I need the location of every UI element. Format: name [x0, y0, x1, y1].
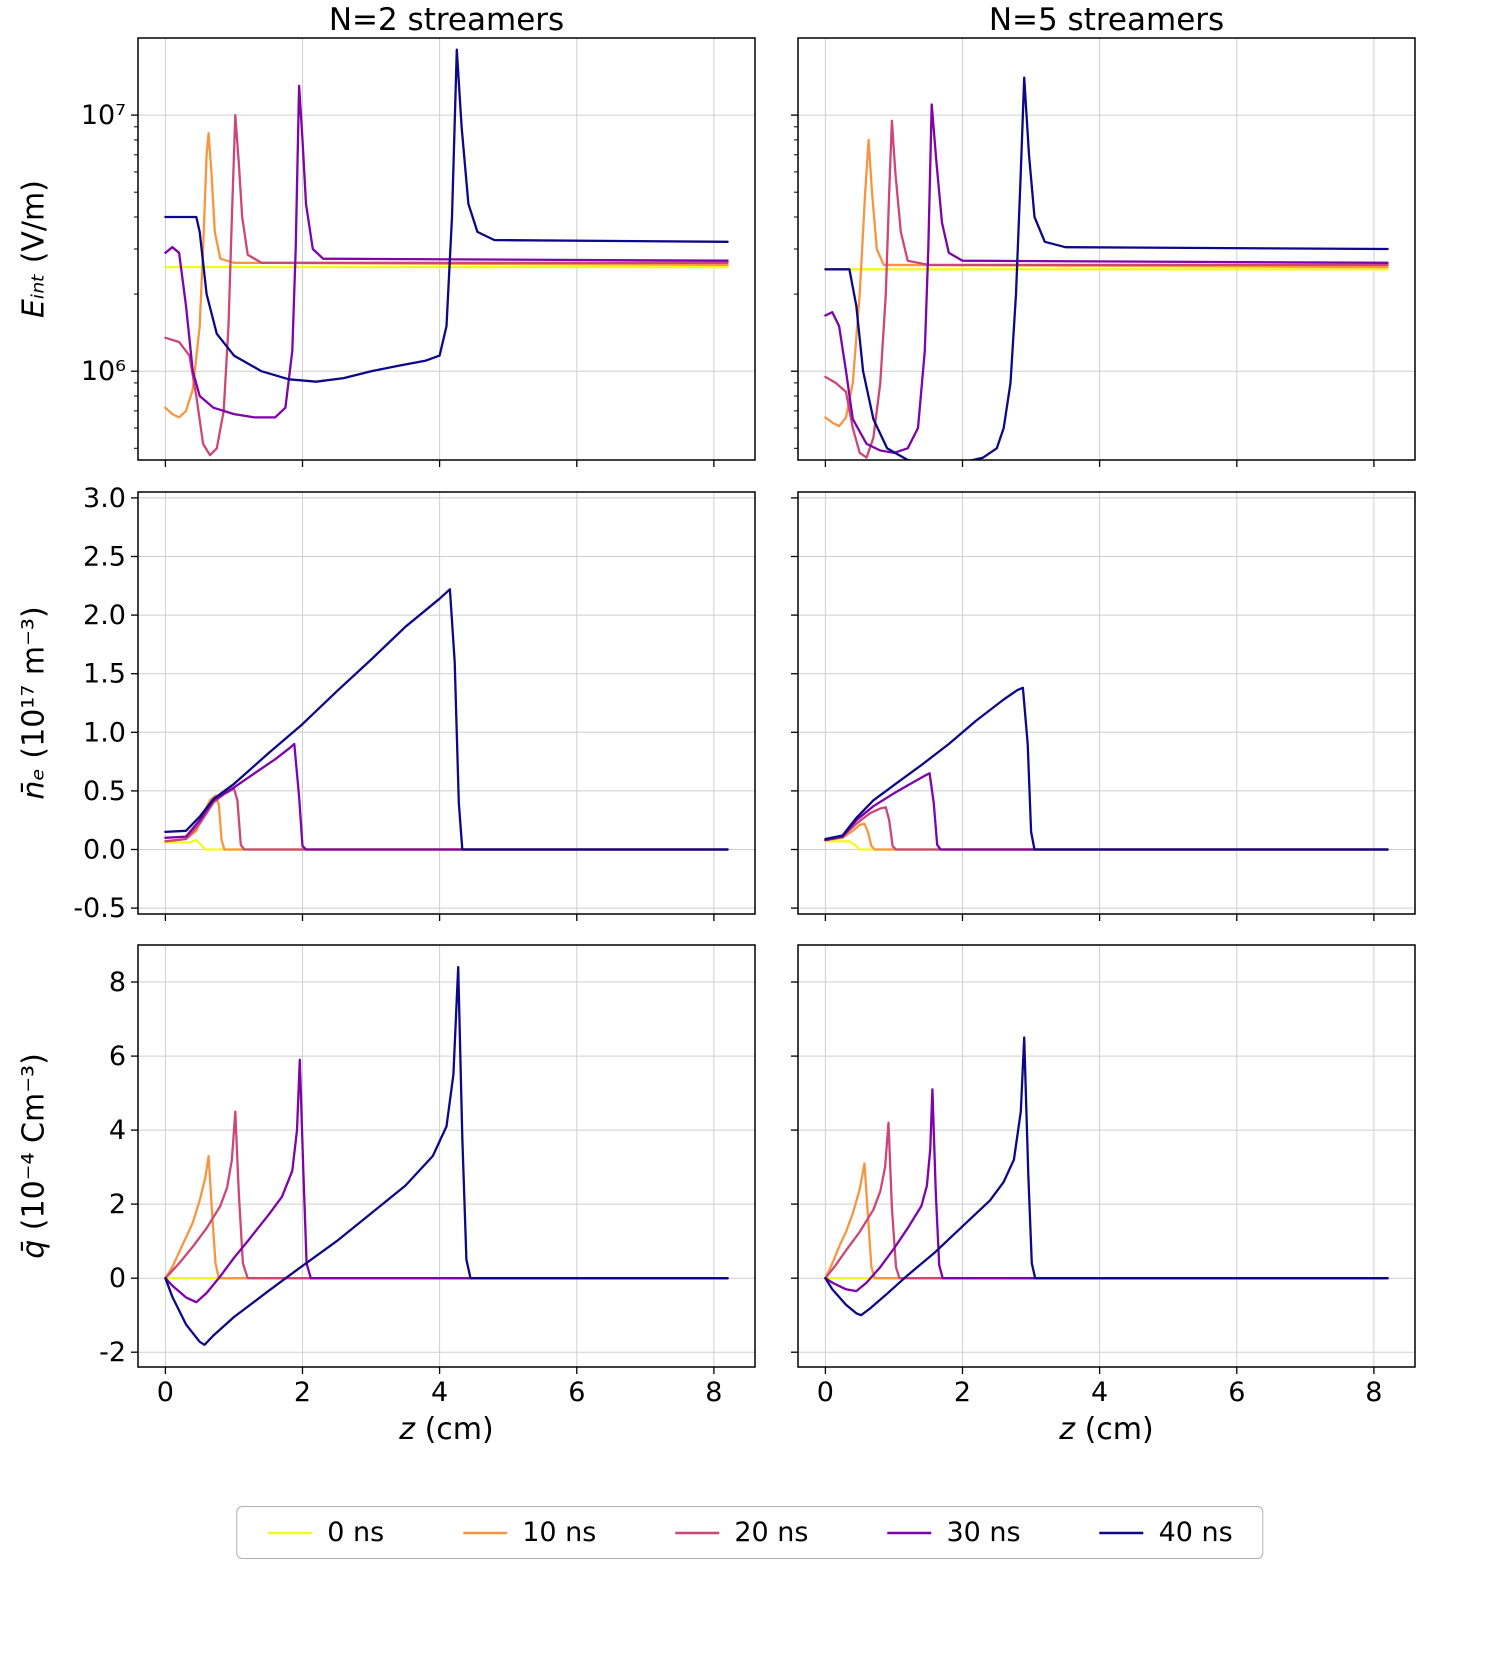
svg-text:2.5: 2.5 — [83, 542, 126, 573]
svg-text:0: 0 — [109, 1263, 126, 1294]
ylabel-ne-symbol: n̄ₑ — [16, 768, 52, 800]
column-title-n2: N=2 streamers — [328, 2, 565, 38]
legend-label-0ns: 0 ns — [327, 1517, 385, 1548]
chart-q-n5: 0 2 4 6 8 — [791, 944, 1416, 1408]
svg-text:2: 2 — [109, 1189, 126, 1220]
svg-text:0: 0 — [817, 1377, 834, 1408]
ylabel-eint: Eᵢₙₜ (V/m) — [17, 180, 52, 318]
svg-text:-0.5: -0.5 — [73, 893, 126, 922]
svg-text:10⁶: 10⁶ — [81, 356, 126, 387]
ylabel-q-unit: (10⁻⁴ Cm⁻³) — [16, 1053, 52, 1240]
svg-text:1.5: 1.5 — [83, 659, 126, 690]
xlabel-left: z (cm) — [138, 1412, 755, 1447]
svg-text:4: 4 — [431, 1377, 448, 1408]
svg-text:8: 8 — [705, 1377, 722, 1408]
legend-line-40ns-icon — [1099, 1531, 1144, 1534]
svg-text:6: 6 — [109, 1041, 126, 1072]
legend-label-20ns: 20 ns — [734, 1517, 809, 1548]
legend-item-40ns: 40 ns — [1099, 1517, 1233, 1548]
svg-text:8: 8 — [109, 967, 126, 998]
svg-text:4: 4 — [1091, 1377, 1108, 1408]
xlabel-left-unit: (cm) — [415, 1412, 494, 1447]
svg-text:-2: -2 — [99, 1337, 126, 1368]
svg-text:6: 6 — [568, 1377, 585, 1408]
chart-q-n2: 0 2 4 6 8 8 6 4 2 0 -2 — [99, 944, 756, 1408]
ylabel-q: q̄ (10⁻⁴ Cm⁻³) — [17, 1053, 52, 1259]
chart-eint-n5 — [791, 37, 1416, 467]
xlabel-right-unit: (cm) — [1075, 1412, 1154, 1447]
legend: 0 ns 10 ns 20 ns 30 ns 40 ns — [236, 1506, 1264, 1559]
column-title-n5: N=5 streamers — [988, 2, 1225, 38]
xlabel-left-symbol: z — [399, 1412, 416, 1447]
legend-item-10ns: 10 ns — [462, 1517, 596, 1548]
svg-text:4: 4 — [109, 1115, 126, 1146]
svg-text:0: 0 — [157, 1377, 174, 1408]
svg-text:2: 2 — [954, 1377, 971, 1408]
svg-text:2: 2 — [294, 1377, 311, 1408]
chart-ne-n2: 3.0 2.5 2.0 1.5 1.0 0.5 0.0 -0.5 — [73, 483, 756, 922]
svg-text:8: 8 — [1365, 1377, 1382, 1408]
chart-eint-n2: 10⁶ 10⁷ — [81, 37, 756, 467]
legend-item-30ns: 30 ns — [886, 1517, 1021, 1548]
ylabel-eint-unit: (V/m) — [16, 180, 52, 273]
svg-text:6: 6 — [1228, 1377, 1245, 1408]
svg-text:10⁷: 10⁷ — [81, 100, 126, 131]
legend-line-20ns-icon — [675, 1531, 720, 1534]
legend-label-10ns: 10 ns — [522, 1517, 597, 1548]
svg-text:0.5: 0.5 — [83, 776, 126, 807]
legend-line-10ns-icon — [463, 1531, 508, 1534]
legend-line-30ns-icon — [887, 1531, 932, 1534]
legend-item-20ns: 20 ns — [674, 1517, 808, 1548]
svg-text:3.0: 3.0 — [83, 483, 126, 514]
legend-label-40ns: 40 ns — [1158, 1517, 1233, 1548]
ylabel-eint-symbol: Eᵢₙₜ — [16, 272, 52, 318]
xlabel-right: z (cm) — [798, 1412, 1415, 1447]
legend-label-30ns: 30 ns — [946, 1517, 1021, 1548]
legend-line-0ns-icon — [268, 1531, 313, 1534]
xlabel-right-symbol: z — [1059, 1412, 1076, 1447]
ylabel-ne: n̄ₑ (10¹⁷ m⁻³) — [17, 606, 52, 799]
svg-text:1.0: 1.0 — [83, 717, 126, 748]
svg-text:2.0: 2.0 — [83, 600, 126, 631]
chart-ne-n5 — [791, 491, 1416, 921]
ylabel-q-symbol: q̄ — [16, 1239, 52, 1259]
legend-item-0ns: 0 ns — [267, 1517, 384, 1548]
ylabel-ne-unit: (10¹⁷ m⁻³) — [16, 606, 52, 769]
svg-text:0.0: 0.0 — [83, 835, 126, 866]
